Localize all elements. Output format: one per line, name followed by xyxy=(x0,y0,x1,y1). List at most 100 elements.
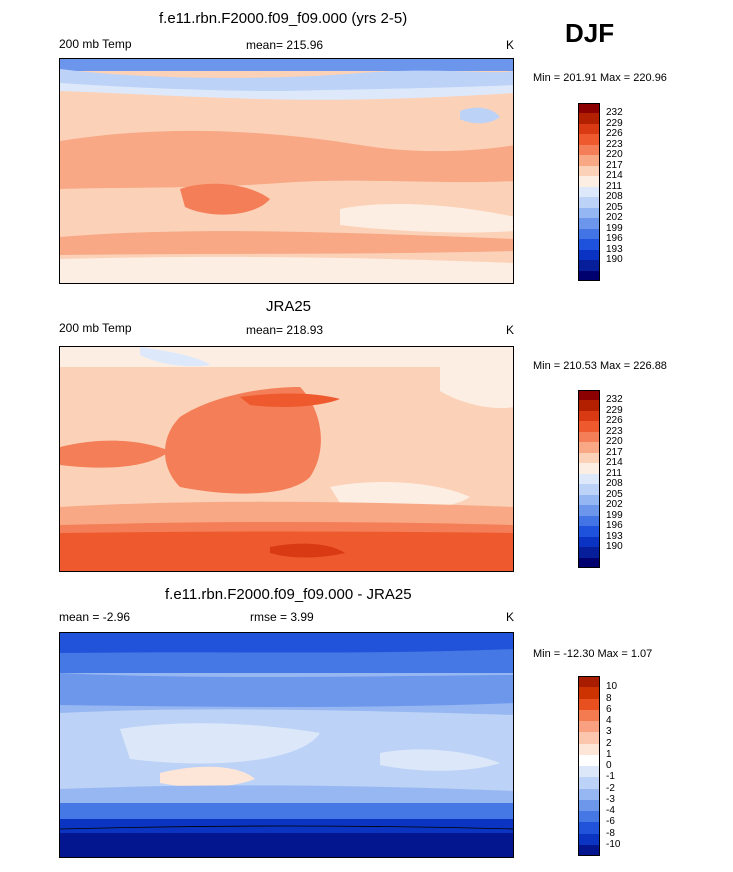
panel1-mean-label: mean= 215.96 xyxy=(246,38,324,52)
colorbar-cell xyxy=(578,442,600,453)
colorbar-cell xyxy=(578,452,600,464)
panel2-title: JRA25 xyxy=(266,298,312,315)
colorbar-label: 229 xyxy=(606,117,623,129)
colorbar-cell xyxy=(578,822,600,834)
colorbar-label: 196 xyxy=(606,520,623,532)
panel1-minmax-label: Min = 201.91 Max = 220.96 xyxy=(533,72,667,84)
colorbar-cell xyxy=(578,197,600,208)
season-label: DJF xyxy=(565,18,615,48)
panel1-map xyxy=(59,58,514,284)
colorbar-cell xyxy=(578,249,600,261)
panel3-map xyxy=(59,632,514,858)
colorbar-cell xyxy=(578,410,600,422)
colorbar-label: -6 xyxy=(606,816,615,828)
colorbar-label: 193 xyxy=(606,530,623,542)
panel2-map xyxy=(59,346,514,572)
panel2-units-label: K xyxy=(506,323,515,337)
colorbar-label: 10 xyxy=(606,681,618,693)
colorbar-cell xyxy=(578,421,600,432)
colorbar-label: 220 xyxy=(606,436,623,448)
colorbar-cell xyxy=(578,228,600,240)
colorbar-cell xyxy=(578,547,600,558)
colorbar-cell xyxy=(578,239,600,250)
colorbar-cell xyxy=(578,123,600,135)
panel3-colorbar: 10 8 6 4 3 2 1 0 -1 -2 -3 -4 -6 -8 -10 xyxy=(578,676,620,856)
colorbar-cell xyxy=(578,390,600,401)
colorbar-cell xyxy=(578,687,600,699)
colorbar-label: -1 xyxy=(606,771,615,783)
colorbar-cell xyxy=(578,721,600,733)
colorbar-cell xyxy=(578,777,600,789)
colorbar-label: 3 xyxy=(606,726,612,738)
colorbar-label: 190 xyxy=(606,254,623,266)
colorbar-cell xyxy=(578,515,600,527)
colorbar-cell xyxy=(578,557,600,568)
colorbar-label: 205 xyxy=(606,488,623,500)
colorbar-label: 2 xyxy=(606,737,612,749)
colorbar-label: 202 xyxy=(606,499,623,511)
colorbar-cell xyxy=(578,155,600,166)
colorbar-cell xyxy=(578,134,600,145)
colorbar-cell xyxy=(578,176,600,187)
colorbar-cell xyxy=(578,113,600,124)
panel2-variable-label: 200 mb Temp xyxy=(59,321,132,335)
colorbar-cell xyxy=(578,811,600,823)
colorbar-cell xyxy=(578,536,600,548)
colorbar-label: 4 xyxy=(606,715,612,726)
colorbar-label: 6 xyxy=(606,703,612,715)
colorbar-label: -8 xyxy=(606,827,615,839)
colorbar-label: 8 xyxy=(606,692,612,704)
colorbar-label: 208 xyxy=(606,191,623,203)
colorbar-cell xyxy=(578,473,600,485)
colorbar-cell xyxy=(578,484,600,495)
panel2-colorbar: 232 229 226 223 220 217 214 211 208 205 202 199 196 1… xyxy=(578,390,623,568)
colorbar-cell xyxy=(578,463,600,474)
colorbar-cell xyxy=(578,788,600,800)
colorbar-label: 223 xyxy=(606,425,623,437)
colorbar-label: 226 xyxy=(606,415,623,427)
panel1-variable-label: 200 mb Temp xyxy=(59,37,132,51)
panel1-colorbar: 232 229 226 223 220 217 214 211 208 205 202 199 196 1… xyxy=(578,103,623,281)
colorbar-cell xyxy=(578,260,600,271)
colorbar-label: 196 xyxy=(606,233,623,245)
colorbar-label: -3 xyxy=(606,793,615,805)
colorbar-cell xyxy=(578,698,600,710)
colorbar-cell xyxy=(578,743,600,755)
colorbar-label: 217 xyxy=(606,159,623,171)
colorbar-label: 229 xyxy=(606,404,623,416)
colorbar-label: 217 xyxy=(606,446,623,458)
panel3-mean-label: mean = -2.96 xyxy=(59,610,131,624)
colorbar-label: -2 xyxy=(606,782,615,794)
colorbar-label: 232 xyxy=(606,394,623,406)
colorbar-label: 220 xyxy=(606,149,623,161)
colorbar-cell xyxy=(578,833,600,845)
colorbar-label: 193 xyxy=(606,243,623,255)
colorbar-label: 0 xyxy=(606,760,612,771)
colorbar-label: -4 xyxy=(606,805,615,816)
colorbar-cell xyxy=(578,844,600,856)
colorbar-cell xyxy=(578,270,600,281)
colorbar-label: 190 xyxy=(606,541,623,553)
colorbar-cell xyxy=(578,676,600,688)
colorbar-label: 223 xyxy=(606,138,623,150)
colorbar-label: 208 xyxy=(606,478,623,490)
colorbar-label: 232 xyxy=(606,107,623,119)
colorbar-cell xyxy=(578,732,600,744)
colorbar-cell xyxy=(578,207,600,219)
colorbar-cell xyxy=(578,709,600,721)
panel1-units-label: K xyxy=(506,38,515,52)
colorbar-label: 199 xyxy=(606,222,623,234)
panel1-title: f.e11.rbn.F2000.f09_f09.000 (yrs 2-5) xyxy=(159,10,408,27)
colorbar-label: 1 xyxy=(606,748,612,760)
panel3-title: f.e11.rbn.F2000.f09_f09.000 - JRA25 xyxy=(165,586,412,603)
colorbar-cell xyxy=(578,165,600,177)
panel3-minmax-label: Min = -12.30 Max = 1.07 xyxy=(533,648,653,660)
colorbar-label: 214 xyxy=(606,170,623,182)
colorbar-cell xyxy=(578,431,600,443)
panel2-minmax-label: Min = 210.53 Max = 226.88 xyxy=(533,360,667,372)
colorbar-cell xyxy=(578,186,600,198)
panel3-units-label: K xyxy=(506,610,515,624)
colorbar-label: -10 xyxy=(606,838,621,850)
colorbar-label: 202 xyxy=(606,212,623,224)
colorbar-cell xyxy=(578,505,600,516)
